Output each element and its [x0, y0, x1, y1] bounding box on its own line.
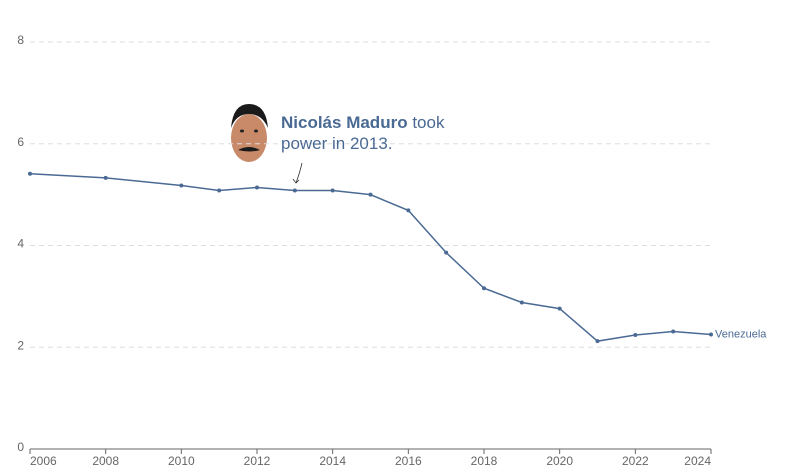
- data-point: [255, 185, 259, 190]
- data-point: [368, 192, 373, 197]
- data-point: [482, 286, 486, 291]
- x-tick-label: 2008: [92, 454, 119, 468]
- data-point: [406, 208, 411, 213]
- data-point: [330, 188, 335, 193]
- series-line: [29, 173, 712, 342]
- y-tick-label: 4: [17, 237, 24, 251]
- data-point: [28, 171, 32, 176]
- y-tick-label: 8: [17, 33, 24, 47]
- x-tick-label: 2012: [244, 454, 271, 468]
- annotation-arrow: [295, 162, 303, 184]
- annotation: Nicolás Maduro took power in 2013.: [281, 112, 471, 154]
- data-point: [217, 188, 222, 193]
- x-tick-label: 2014: [319, 454, 346, 468]
- data-point: [179, 183, 184, 188]
- data-point: [444, 250, 449, 255]
- data-point: [292, 188, 297, 193]
- face-icon: [231, 104, 268, 162]
- data-point: [519, 300, 524, 305]
- data-point: [557, 306, 562, 311]
- x-tick-label: 2010: [168, 454, 195, 468]
- data-point: [103, 175, 108, 180]
- annotation-arrowhead: [292, 178, 300, 184]
- data-point: [595, 339, 600, 344]
- x-tick-label: 2022: [622, 454, 649, 468]
- x-tick-label: 2020: [546, 454, 573, 468]
- data-point: [709, 332, 713, 337]
- annotation-text: took power in 2013.: [281, 113, 445, 153]
- x-tick-label: 2018: [471, 454, 498, 468]
- y-tick-label: 6: [17, 135, 24, 149]
- x-tick-label: 2006: [30, 454, 57, 468]
- series-label: Venezuela: [715, 328, 767, 340]
- data-point: [671, 329, 676, 334]
- annotation-bold: Nicolás Maduro: [281, 113, 408, 132]
- x-tick-label: 2016: [395, 454, 422, 468]
- y-tick-label: 0: [17, 440, 24, 454]
- y-tick-label: 2: [17, 338, 24, 352]
- x-tick-label: 2024: [684, 454, 711, 468]
- data-point: [633, 333, 638, 338]
